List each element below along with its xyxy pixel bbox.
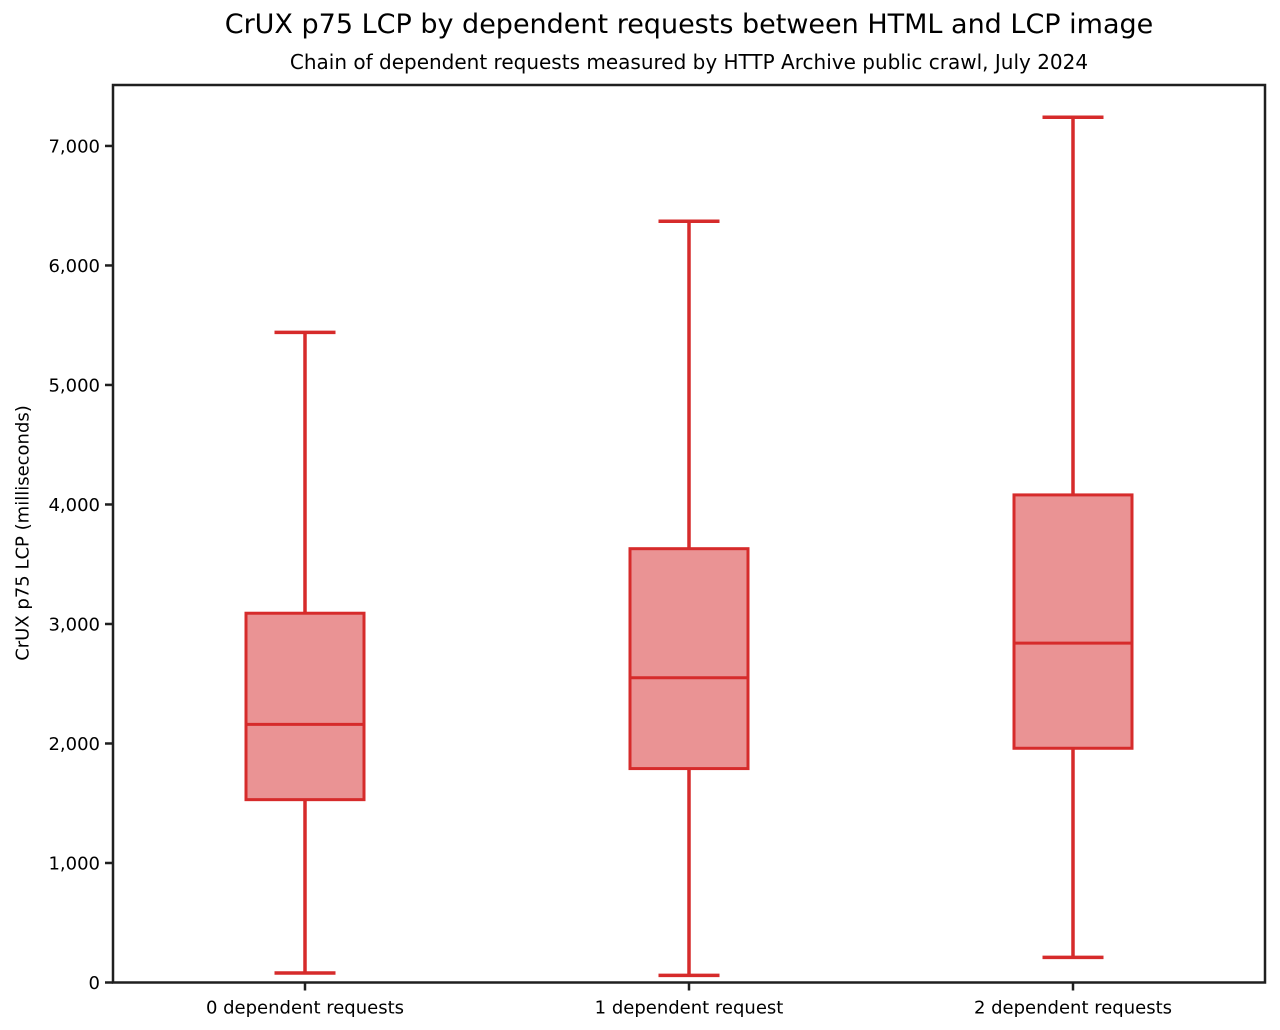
x-tick-label: 0 dependent requests bbox=[206, 998, 404, 1019]
iqr-box bbox=[628, 547, 750, 771]
y-tick-label: 0 bbox=[89, 973, 100, 994]
y-tick-label: 2,000 bbox=[48, 734, 100, 755]
y-tick-label: 3,000 bbox=[48, 614, 100, 635]
x-tick-label: 2 dependent requests bbox=[974, 998, 1172, 1019]
y-tick-label: 7,000 bbox=[48, 136, 100, 157]
y-tick-label: 5,000 bbox=[48, 375, 100, 396]
chart-title: CrUX p75 LCP by dependent requests betwe… bbox=[224, 9, 1154, 40]
iqr-box bbox=[244, 611, 366, 802]
y-tick-label: 4,000 bbox=[48, 495, 100, 516]
iqr-box bbox=[1012, 493, 1134, 750]
chart-subtitle: Chain of dependent requests measured by … bbox=[289, 50, 1089, 74]
x-tick-label: 1 dependent request bbox=[595, 998, 784, 1019]
y-tick-label: 6,000 bbox=[48, 256, 100, 277]
y-tick-label: 1,000 bbox=[48, 853, 100, 874]
